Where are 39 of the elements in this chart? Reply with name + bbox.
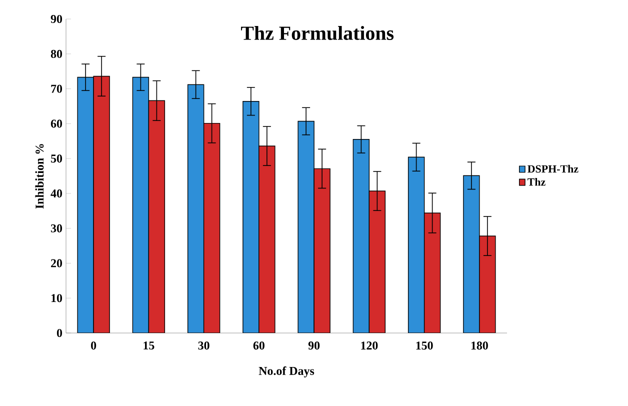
bar xyxy=(463,175,480,333)
bar xyxy=(368,190,386,333)
bar xyxy=(479,236,496,333)
y-tick-label: 10 xyxy=(51,294,62,302)
x-tick-label: 120 xyxy=(361,342,378,350)
x-tick-label: 90 xyxy=(308,342,320,350)
bar xyxy=(242,100,260,333)
bar xyxy=(77,76,94,333)
y-tick-label: 70 xyxy=(51,84,62,93)
y-tick-label: 30 xyxy=(50,224,62,232)
y-tick-label: 0 xyxy=(56,328,62,338)
bar xyxy=(258,146,276,333)
bar xyxy=(408,156,425,333)
y-tick-label: 90 xyxy=(50,14,62,24)
y-tick-label: 50 xyxy=(51,154,62,163)
legend-label: DSPH-Thz xyxy=(528,164,578,173)
bar xyxy=(203,122,220,333)
chart-title: Thz Formulations xyxy=(241,26,394,40)
x-tick-label: 15 xyxy=(144,342,154,350)
bar xyxy=(187,84,204,333)
bar xyxy=(148,100,166,333)
x-axis-title: No.of Days xyxy=(258,366,314,378)
bar xyxy=(314,168,330,333)
y-tick-label: 20 xyxy=(51,259,62,268)
x-tick-label: 60 xyxy=(253,342,264,350)
y-axis-title: Inhibition % xyxy=(35,144,44,209)
bar xyxy=(93,76,110,333)
y-tick-label: 60 xyxy=(50,120,62,128)
y-tick-label: 40 xyxy=(50,189,62,198)
x-tick-label: 150 xyxy=(416,342,433,350)
x-tick-label: 180 xyxy=(471,342,488,350)
bar xyxy=(352,139,370,333)
x-tick-label: 0 xyxy=(91,342,96,350)
x-tick-label: 30 xyxy=(198,342,210,350)
bar xyxy=(424,212,441,333)
bar xyxy=(132,76,150,333)
y-tick-label: 80 xyxy=(50,50,62,58)
legend-label: Thz xyxy=(528,178,546,186)
bar xyxy=(298,120,314,333)
